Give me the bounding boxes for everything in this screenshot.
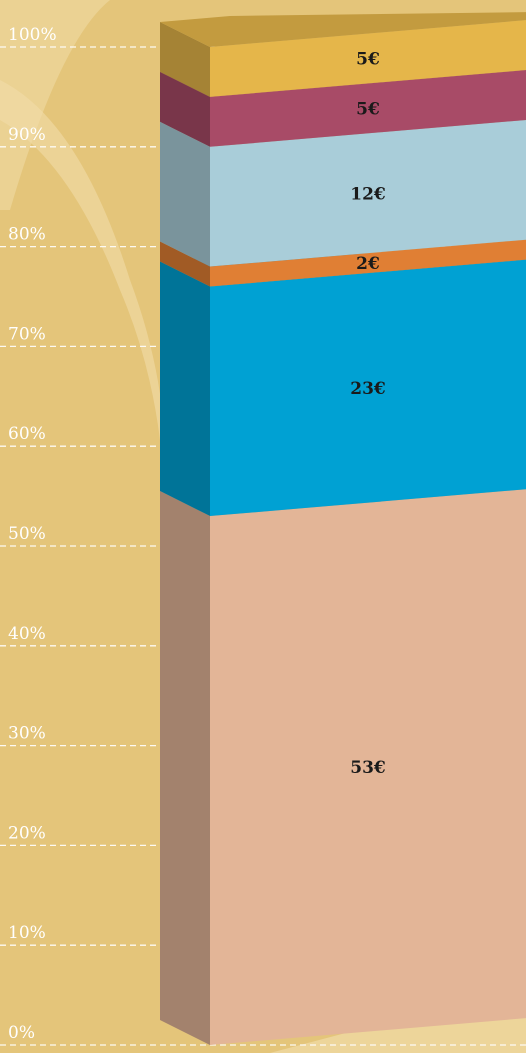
bar-segment-side	[160, 71, 210, 147]
bar-segment-front	[210, 70, 526, 147]
bar-segment-front	[210, 119, 526, 267]
y-tick-label: 90%	[8, 125, 46, 145]
y-tick-label: 100%	[8, 25, 57, 45]
y-tick-label: 20%	[8, 823, 46, 843]
bar-segment-front	[210, 20, 526, 97]
bar-segment-front	[210, 259, 526, 517]
bar-segment-side	[160, 121, 210, 267]
segment-value-label: 53€	[350, 758, 386, 778]
bar-segment-top	[160, 12, 526, 48]
y-tick-label: 10%	[8, 923, 46, 943]
stacked-column	[160, 12, 526, 1045]
bar-segment-side	[160, 491, 210, 1045]
bar-segment-front	[210, 239, 526, 287]
segment-value-label: 23€	[350, 379, 386, 399]
y-tick-label: 80%	[8, 225, 46, 245]
y-tick-label: 70%	[8, 324, 46, 344]
segment-value-label: 12€	[350, 184, 386, 204]
bar-segment-side	[160, 22, 210, 97]
y-axis-tick-labels: 0% 10% 20% 30% 40% 50% 60% 70% 80% 90% 100%	[8, 25, 57, 1043]
background-light-shape	[0, 0, 110, 210]
background-light-swoosh	[0, 80, 165, 440]
y-tick-label: 30%	[8, 724, 46, 744]
y-tick-label: 40%	[8, 624, 46, 644]
segment-value-label: 2€	[356, 254, 380, 274]
y-tick-label: 60%	[8, 424, 46, 444]
bar-segment-side	[160, 241, 210, 287]
bar-segment-side	[160, 261, 210, 517]
segment-value-label: 5€	[356, 50, 380, 70]
y-tick-label: 50%	[8, 524, 46, 544]
segment-value-label: 5€	[356, 99, 380, 119]
bar-segment-front	[210, 489, 526, 1045]
segment-labels: 53€ 23€ 2€ 12€ 5€ 5€	[350, 50, 386, 779]
y-tick-label: 0%	[8, 1023, 35, 1043]
